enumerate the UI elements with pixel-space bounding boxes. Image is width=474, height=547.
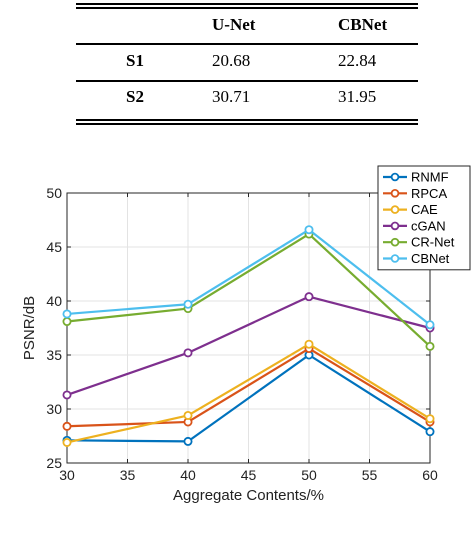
data-point-cgan	[304, 292, 314, 302]
x-tick-label: 50	[301, 467, 317, 483]
data-point-cae	[62, 437, 72, 447]
table-cell-s2-unet: 30.71	[212, 87, 251, 106]
x-tick-label: 40	[180, 467, 196, 483]
data-point-cbnet	[183, 299, 193, 309]
legend-label-cbnet: CBNet	[411, 251, 450, 266]
y-tick-label: 40	[46, 293, 62, 309]
legend-marker-cr-net	[390, 237, 400, 247]
series-line-rnmf	[66, 353, 431, 443]
table-row-rule	[76, 80, 418, 82]
legend-marker-rnmf	[390, 172, 400, 182]
y-tick-label: 30	[46, 401, 62, 417]
series-line-cbnet	[66, 228, 431, 326]
legend-marker-cae	[390, 205, 400, 214]
data-point-cae	[304, 339, 314, 349]
x-tick-label: 60	[422, 467, 438, 483]
x-tick-label: 45	[241, 467, 257, 483]
legend-box	[377, 165, 471, 271]
table-row-label-s1: S1	[126, 51, 144, 70]
series-line-cae	[66, 343, 431, 444]
y-tick-label: 35	[46, 347, 62, 363]
legend-label-cae: CAE	[411, 202, 438, 217]
data-point-cr-net	[62, 317, 72, 327]
data-point-cae	[425, 414, 435, 424]
y-axis-title: PSNR/dB	[21, 296, 38, 360]
legend-marker-cbnet	[390, 254, 400, 263]
series-line-rpca	[66, 347, 431, 428]
data-point-cgan	[183, 348, 193, 358]
x-tick-label: 55	[362, 467, 378, 483]
chart-series	[62, 225, 435, 447]
legend-label-rpca: RPCA	[411, 186, 447, 201]
legend-marker-cgan	[390, 221, 400, 231]
data-point-cgan	[62, 390, 72, 400]
table-cell-s2-cbnet: 31.95	[338, 87, 377, 106]
table-cell-s1-cbnet: 22.84	[338, 51, 377, 70]
table-bottom-rule	[76, 119, 418, 121]
table-header-unet: U-Net	[212, 15, 256, 34]
table-header-rule	[76, 43, 418, 45]
table-bottom-rule-double	[76, 123, 418, 125]
data-point-cbnet	[62, 309, 72, 319]
table-top-rule	[76, 3, 418, 5]
table-row-label-s2: S2	[126, 87, 144, 106]
y-tick-label: 45	[46, 239, 62, 255]
data-point-rnmf	[183, 436, 193, 446]
table-header-cbnet: CBNet	[338, 15, 388, 34]
legend-label-rnmf: RNMF	[411, 170, 449, 185]
data-point-cbnet	[425, 320, 435, 330]
table-cell-s1-unet: 20.68	[212, 51, 251, 70]
data-point-cae	[183, 410, 193, 420]
table-top-rule-double	[76, 7, 418, 9]
series-line-cgan	[66, 295, 431, 396]
legend-label-cr-net: CR-Net	[411, 235, 455, 250]
comparison-table: U-Net CBNet S1 20.68 22.84 S2 30.71 31.9…	[76, 0, 418, 128]
data-point-cbnet	[304, 225, 314, 235]
y-tick-label: 50	[46, 185, 62, 201]
data-point-rpca	[62, 421, 72, 431]
series-line-cr-net	[66, 232, 431, 348]
legend-marker-rpca	[390, 188, 400, 198]
x-axis-title: Aggregate Contents/%	[173, 487, 324, 504]
chart-grid	[66, 192, 431, 464]
x-tick-label: 35	[120, 467, 136, 483]
legend-label-cgan: cGAN	[411, 218, 446, 233]
data-point-rnmf	[425, 427, 435, 437]
y-tick-label: 25	[46, 455, 62, 471]
x-tick-label: 30	[59, 467, 75, 483]
data-point-cr-net	[425, 341, 435, 351]
